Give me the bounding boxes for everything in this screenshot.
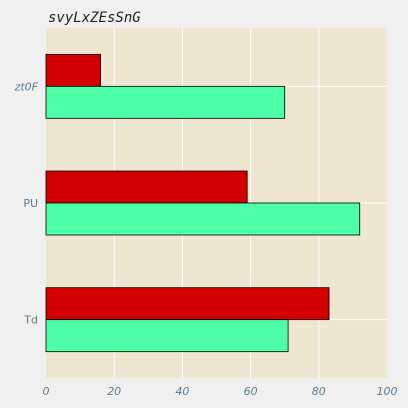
x-tick-label: 20 — [107, 385, 121, 398]
y-category-label: Td — [23, 314, 38, 327]
x-tick-label: 100 — [377, 385, 398, 398]
chart-title: svyLxZEsSnG — [48, 10, 141, 26]
bar-Td-series-1 — [45, 287, 330, 321]
y-category-label: PU — [23, 197, 38, 210]
bar-PU-series-1 — [45, 170, 248, 204]
x-axis-ticks: 0 20 40 60 80 100 — [43, 385, 398, 398]
bar-PU-series-2 — [45, 202, 361, 236]
y-category-label: zt0F — [14, 80, 39, 93]
bar-zt0F-series-1 — [45, 53, 101, 87]
bar-zt0F-series-2 — [45, 85, 286, 119]
bars — [45, 53, 361, 353]
x-tick-label: 60 — [244, 385, 258, 398]
x-tick-label: 0 — [43, 385, 50, 398]
x-tick-label: 40 — [175, 385, 189, 398]
y-axis-categories: zt0F PU Td — [14, 80, 39, 326]
x-tick-label: 80 — [312, 385, 326, 398]
bar-Td-series-2 — [45, 319, 289, 353]
